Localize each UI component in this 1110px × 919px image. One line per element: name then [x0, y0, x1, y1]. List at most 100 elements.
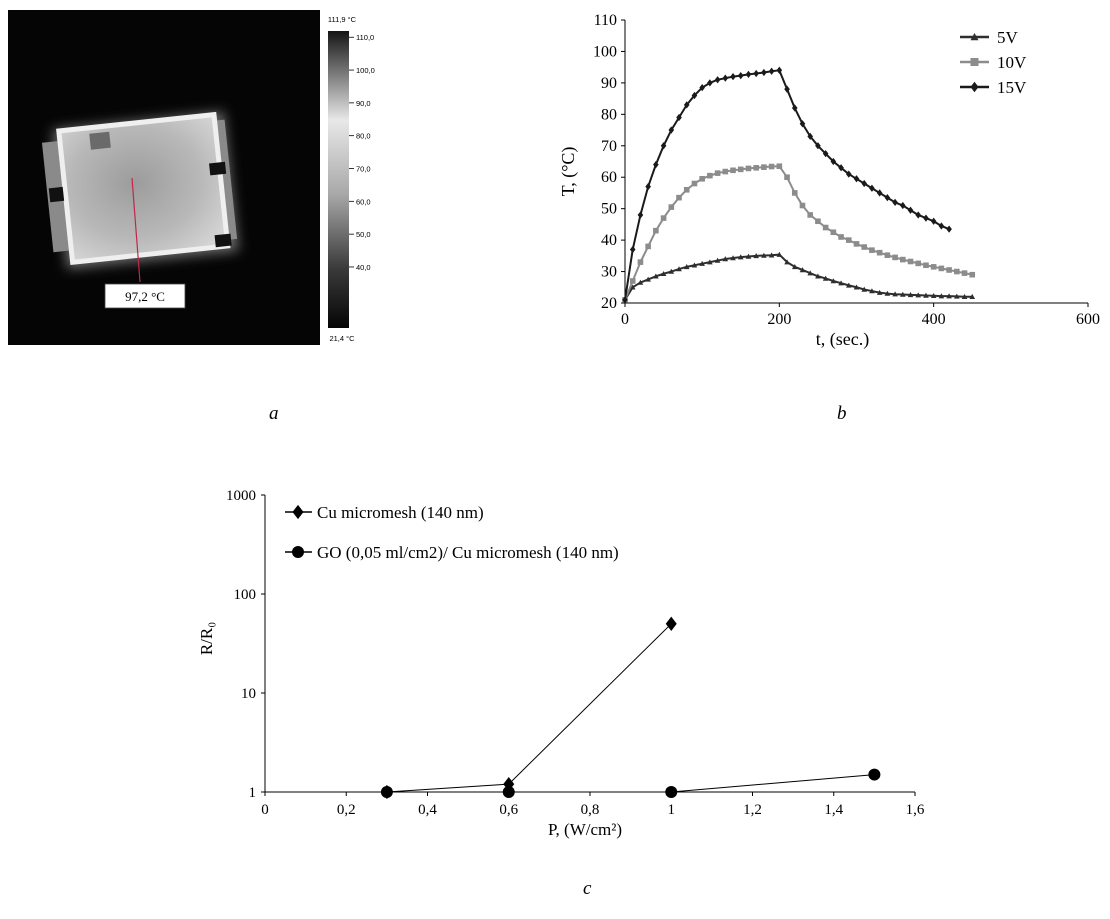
series-line: [624, 165, 973, 301]
data-point: [637, 279, 644, 285]
data-point: [645, 276, 651, 282]
x-tick-label: 0: [261, 802, 269, 818]
panel-label-b: b: [837, 403, 847, 424]
data-point: [830, 229, 837, 236]
y-tick-label: 90: [601, 75, 617, 92]
y-axis-label: T, (°C): [558, 147, 579, 197]
data-point: [753, 253, 759, 259]
data-point: [722, 74, 729, 82]
data-point: [768, 67, 775, 75]
data-point: [714, 257, 721, 263]
data-point: [676, 194, 682, 201]
hotspot-dark: [89, 131, 111, 150]
legend-marker: [970, 81, 979, 93]
data-point: [676, 113, 682, 122]
x-tick-label: 0,8: [581, 802, 600, 818]
spot-label-box: [104, 283, 186, 309]
legend-marker: [970, 33, 979, 41]
data-point: [768, 163, 775, 170]
data-point: [784, 259, 790, 265]
legend-label: Cu micromesh (140 nm): [317, 503, 484, 522]
data-point: [884, 290, 891, 296]
data-point: [637, 259, 644, 265]
data-point: [869, 184, 875, 192]
data-point: [838, 280, 844, 286]
data-point: [876, 249, 883, 256]
data-point: [380, 786, 393, 798]
scale-max-label: 111,9 °C: [328, 15, 357, 24]
scale-tick-label: 110,0: [356, 33, 374, 42]
temperature-chart-svg: 20 30 40 50 60 70 80 90 100 110 0 200 400 600 t, (sec.…: [558, 12, 1100, 350]
data-point: [683, 187, 690, 193]
y-tick-label: 100: [593, 43, 617, 60]
data-point: [938, 222, 945, 230]
data-point: [629, 278, 636, 284]
data-point: [799, 202, 806, 209]
series-10v: [622, 163, 976, 303]
data-point: [868, 768, 881, 781]
data-point: [791, 264, 798, 270]
scale-tick-label: 100,0: [356, 66, 375, 75]
y-tick-label: 70: [601, 138, 617, 155]
data-point: [892, 254, 898, 261]
data-point: [822, 224, 829, 231]
data-point: [645, 183, 651, 191]
scale-tick-label: 40,0: [356, 263, 371, 272]
data-point: [665, 616, 677, 631]
temperature-time-chart: 20 30 40 50 60 70 80 90 100 110 0 200 400 600 t, (sec.…: [545, 5, 1105, 350]
data-point: [907, 206, 914, 214]
data-point: [830, 157, 837, 166]
x-tick-label: 1,4: [824, 802, 843, 818]
data-point: [869, 247, 875, 253]
scale-tick-label: 80,0: [356, 132, 371, 141]
data-point: [915, 211, 922, 219]
data-point: [930, 264, 937, 270]
legend-label: GO (0,05 ml/cm2)/ Cu micromesh (140 nm): [317, 543, 619, 562]
data-point: [660, 142, 667, 150]
x-axis-label: P, (W/cm²): [548, 820, 622, 839]
series-line: [624, 69, 950, 301]
data-point: [660, 215, 667, 221]
series-line: [624, 253, 973, 301]
spot-temperature-label: 97,2 °C: [125, 289, 165, 304]
data-point: [845, 170, 852, 178]
y-tick-label: 100: [234, 587, 257, 603]
x-tick-label: 1: [668, 802, 676, 818]
data-point: [691, 180, 698, 187]
x-tick-label: 0,6: [499, 802, 518, 818]
left-contact-gap: [48, 186, 65, 203]
data-point: [745, 253, 752, 259]
x-tick-label: 1,2: [743, 802, 762, 818]
data-point: [892, 291, 898, 297]
data-point: [768, 252, 775, 258]
data-point: [822, 149, 829, 158]
data-point: [784, 174, 790, 181]
data-point: [892, 198, 898, 207]
data-point: [907, 292, 914, 298]
data-point: [645, 243, 651, 250]
legend-label: 15V: [997, 78, 1027, 97]
data-point: [699, 83, 705, 92]
y-tick-label: 30: [601, 264, 617, 281]
data-point: [722, 256, 729, 262]
device-surface: [56, 111, 231, 265]
data-point: [915, 260, 922, 267]
data-point: [776, 66, 783, 74]
data-point: [807, 212, 813, 218]
data-point: [799, 120, 806, 128]
x-axis-label: t, (sec.): [816, 329, 869, 350]
data-point: [900, 201, 906, 210]
series-go-cu-micromesh: [380, 768, 881, 798]
resistance-power-chart: 1 10 100 1000 0 0,2 0,4 0,6 0,8 1 1,2 1,4 1,6 P, (W/c…: [180, 485, 980, 880]
data-point: [753, 164, 759, 171]
data-point: [653, 161, 659, 169]
series-15v: [622, 66, 952, 304]
data-point: [907, 258, 914, 265]
data-point: [745, 70, 752, 79]
data-point: [683, 101, 690, 109]
scale-tick-label: 70,0: [356, 165, 371, 174]
data-point: [900, 256, 906, 263]
data-point: [629, 284, 636, 290]
legend-marker: [292, 504, 304, 520]
data-point: [807, 132, 813, 140]
